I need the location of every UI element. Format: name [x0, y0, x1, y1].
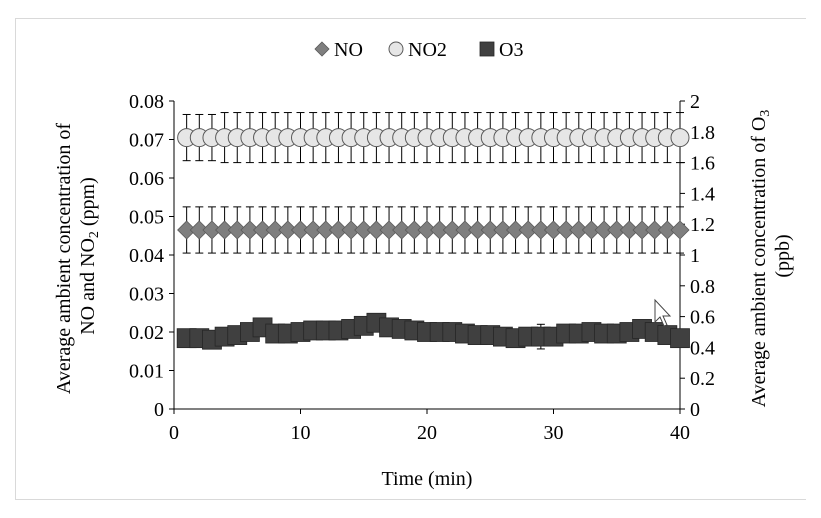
- y-left-axis-label-part: NO and NO: [77, 238, 99, 335]
- data-point-no: [316, 220, 336, 240]
- axes: 0 10 20 30 4000.010.020.030.040.050.060.070.…: [129, 91, 715, 444]
- data-point-no: [290, 220, 311, 240]
- data-point-no: [468, 220, 488, 240]
- y-right-axis-label-line2: (ppb): [772, 234, 794, 277]
- data-point-no: [594, 220, 614, 240]
- data-point-no: [303, 220, 323, 240]
- data-point-no: [240, 220, 260, 240]
- data-point-no: [670, 220, 690, 240]
- y-left-tick-label: 0.01: [129, 361, 164, 383]
- data-point-no: [177, 220, 197, 240]
- legend-item-no: NO: [314, 39, 363, 61]
- y-left-axis-label-line1: Average ambient concentration of: [53, 123, 75, 395]
- data-point-no: [417, 220, 437, 240]
- y-right-tick-label: 1.4: [690, 183, 715, 205]
- data-point-no: [379, 220, 399, 240]
- legend-label-no2: NO2: [408, 39, 447, 61]
- y-left-tick-label: 0.08: [129, 91, 164, 113]
- y-left-tick-label: 0.07: [129, 130, 164, 152]
- data-point-no: [518, 220, 538, 240]
- legend-item-no2: NO2: [388, 39, 447, 61]
- data-point-no: [493, 220, 513, 240]
- data-point-no2: [670, 128, 690, 148]
- data-point-no: [442, 220, 462, 240]
- cursor-pointer-icon: [654, 298, 672, 327]
- data-point-no: [543, 220, 564, 240]
- data-point-no: [531, 220, 551, 240]
- legend-marker-no2: [388, 41, 404, 57]
- data-point-no: [404, 220, 424, 240]
- data-point-no: [619, 220, 639, 240]
- data-point-no: [607, 220, 627, 240]
- y-right-tick-label: 1.8: [690, 122, 715, 144]
- legend-label-o3: O3: [499, 39, 523, 61]
- y-right-tick-label: 2: [690, 91, 700, 113]
- legend-label-no: NO: [334, 39, 363, 61]
- data-point-no: [569, 220, 589, 240]
- y-right-tick-label: 1.6: [690, 153, 715, 175]
- y-left-axis-label-unit: (ppm): [77, 177, 99, 231]
- legend-marker-o3: [479, 41, 495, 57]
- data-point-no: [189, 220, 209, 240]
- y-right-tick-label: 1: [690, 245, 700, 267]
- y-right-tick-label: 0.2: [690, 368, 715, 390]
- data-point-no: [581, 220, 602, 240]
- y-left-tick-label: 0: [154, 399, 164, 421]
- y-right-axis-label-subscript: 3: [758, 110, 773, 117]
- data-marks: [176, 128, 690, 350]
- x-axis-label: Time (min): [382, 468, 473, 490]
- data-point-no: [328, 220, 349, 240]
- y-right-tick-label: 1.2: [690, 214, 715, 236]
- data-point-no: [480, 220, 500, 240]
- x-tick-label: 10: [291, 422, 311, 444]
- y-left-tick-label: 0.03: [129, 284, 164, 306]
- data-point-no: [227, 220, 247, 240]
- y-right-axis-label-line1: Average ambient concentration of O3: [748, 110, 773, 408]
- data-point-no: [265, 220, 285, 240]
- chart-frame: [15, 18, 806, 500]
- data-point-no: [430, 220, 450, 240]
- legend-marker-no: [314, 41, 330, 57]
- data-point-no: [215, 220, 235, 240]
- y-right-tick-label: 0.6: [690, 307, 715, 329]
- legend: NO NO2 O3: [314, 39, 523, 61]
- data-point-o3: [670, 328, 690, 349]
- y-left-axis-label: Average ambient concentration of NO and …: [53, 118, 102, 394]
- data-point-no: [455, 220, 475, 240]
- y-left-tick-label: 0.06: [129, 168, 164, 190]
- data-point-no: [278, 220, 298, 240]
- x-tick-label: 0: [169, 422, 179, 444]
- y-left-tick-label: 0.04: [129, 245, 164, 267]
- data-point-no: [505, 220, 526, 240]
- y-left-axis-label-subscript: 2: [87, 231, 102, 238]
- x-tick-label: 40: [670, 422, 690, 444]
- data-point-no: [202, 220, 222, 240]
- legend-item-o3: O3: [479, 39, 523, 61]
- data-point-no: [645, 220, 665, 240]
- y-right-tick-label: 0: [690, 399, 700, 421]
- x-tick-label: 30: [544, 422, 564, 444]
- data-point-no: [392, 220, 412, 240]
- data-point-no: [632, 220, 652, 240]
- data-point-no: [252, 220, 273, 240]
- y-left-tick-label: 0.02: [129, 322, 164, 344]
- y-left-tick-label: 0.05: [129, 207, 164, 229]
- x-tick-label: 20: [417, 422, 437, 444]
- y-right-axis-label: Average ambient concentration of O3 (ppb…: [748, 105, 794, 408]
- data-point-no: [341, 220, 361, 240]
- data-point-no: [354, 220, 374, 240]
- y-right-tick-label: 0.8: [690, 276, 715, 298]
- y-left-axis-label-line2: NO and NO2 (ppm): [77, 177, 102, 335]
- y-right-axis-label-part: Average ambient concentration of O: [748, 117, 770, 408]
- data-point-no: [657, 220, 677, 240]
- y-right-tick-label: 0.4: [690, 337, 715, 359]
- data-point-no: [366, 220, 386, 240]
- data-point-no: [556, 220, 576, 240]
